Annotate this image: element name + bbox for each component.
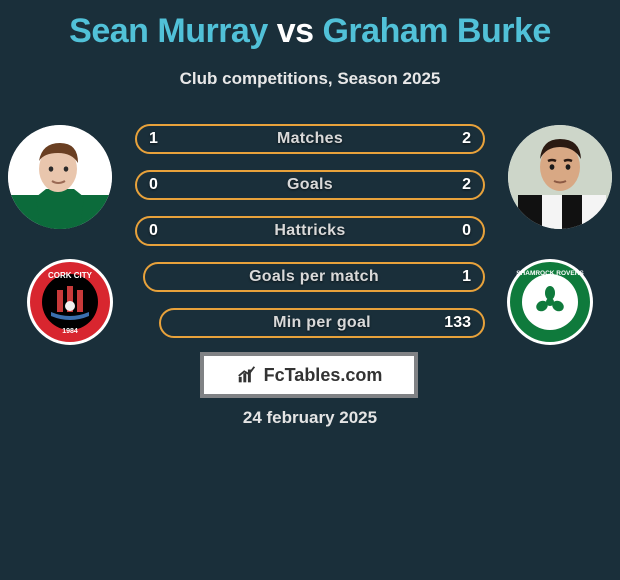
date-label: 24 february 2025 [0,408,620,428]
stat-label: Goals per match [145,268,483,286]
table-row: 1 Matches 2 [135,124,485,154]
player2-avatar [508,125,612,229]
stat-label: Goals [137,176,483,194]
stat-right-value: 2 [462,130,471,148]
chart-icon [236,364,258,386]
stat-right-value: 1 [462,268,471,286]
stat-right-value: 0 [462,222,471,240]
svg-text:1984: 1984 [62,328,78,335]
subtitle: Club competitions, Season 2025 [0,69,620,89]
player1-name: Sean Murray [69,12,268,50]
player2-avatar-icon [508,125,612,229]
stats-table: 1 Matches 2 0 Goals 2 0 Hattricks 0 Goal… [135,124,485,354]
club2-badge: SHAMROCK ROVERS [506,258,594,346]
table-row: 0 Goals 2 [135,170,485,200]
player2-name: Graham Burke [322,12,550,50]
player1-avatar-icon [8,125,112,229]
table-row: Goals per match 1 [143,262,485,292]
table-row: Min per goal 133 [159,308,485,338]
svg-text:SHAMROCK ROVERS: SHAMROCK ROVERS [516,270,584,277]
player1-avatar [8,125,112,229]
club1-badge-icon: CORK CITY 1984 [26,258,114,346]
page-title: Sean Murray vs Graham Burke [0,0,620,51]
stat-label: Hattricks [137,222,483,240]
brand-text: FcTables.com [264,365,383,386]
brand-box[interactable]: FcTables.com [200,352,418,398]
club1-badge: CORK CITY 1984 [26,258,114,346]
club2-badge-icon: SHAMROCK ROVERS [506,258,594,346]
stat-right-value: 133 [444,314,471,332]
svg-text:CORK CITY: CORK CITY [48,271,93,280]
table-row: 0 Hattricks 0 [135,216,485,246]
stat-label: Min per goal [161,314,483,332]
comparison-card: Sean Murray vs Graham Burke Club competi… [0,0,620,580]
stat-label: Matches [137,130,483,148]
stat-right-value: 2 [462,176,471,194]
title-connector: vs [268,12,323,50]
